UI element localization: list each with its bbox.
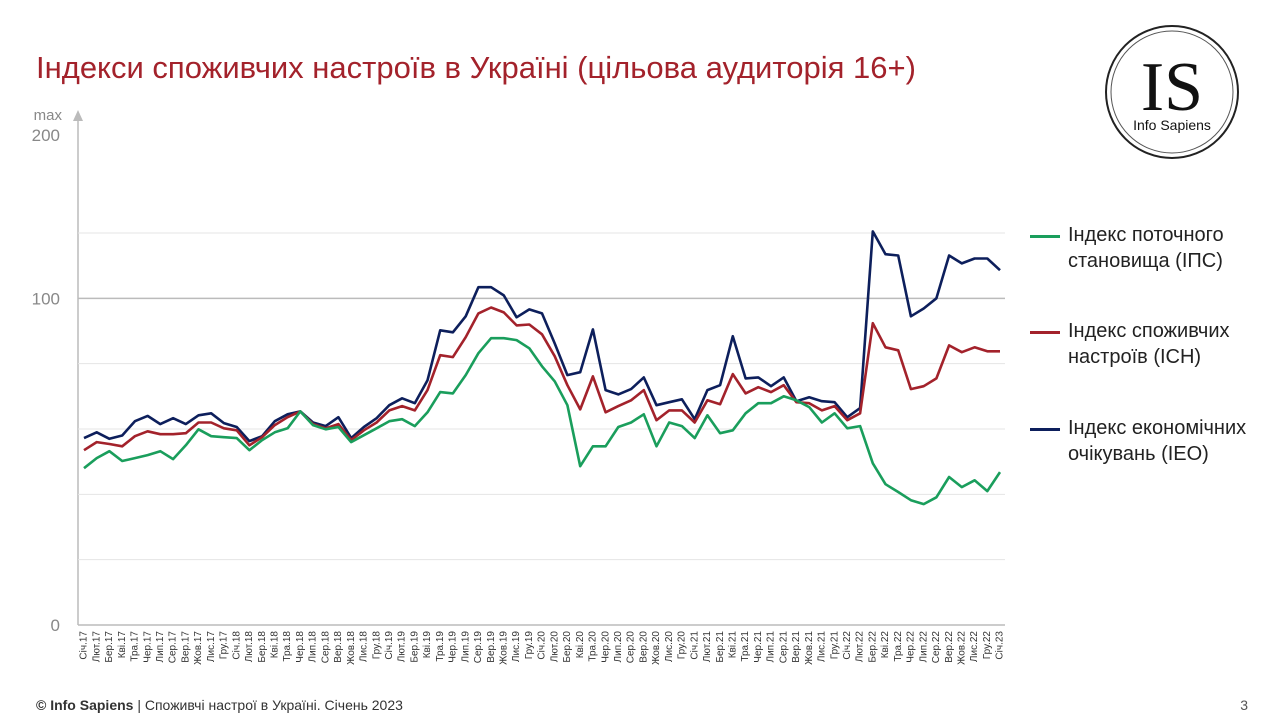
x-tick-label: Гру.17	[219, 631, 230, 660]
x-tick-label: Бер.19	[409, 631, 420, 663]
x-tick-label: Лип.18	[308, 631, 319, 663]
x-tick-label: Лис.22	[969, 631, 980, 662]
x-tick-label: Січ.22	[842, 631, 853, 660]
x-tick-label: Лют.18	[244, 631, 255, 663]
x-tick-label: Січ.20	[537, 631, 548, 660]
x-tick-label: Сер.22	[931, 631, 942, 664]
x-tick-label: Вер.19	[486, 631, 497, 663]
logo-ring	[1110, 30, 1234, 154]
x-tick-label: Січ.23	[995, 631, 1006, 660]
x-tick-label: Бер.20	[562, 631, 573, 663]
x-tick-label: Гру.22	[982, 631, 993, 660]
footer: © Info Sapiens | Споживчі настрої в Укра…	[36, 697, 403, 713]
x-tick-label: Кві.20	[575, 631, 586, 659]
x-tick-label: Тра.17	[130, 631, 141, 662]
x-tick-label: Лис.18	[359, 631, 370, 662]
x-tick-label: Січ.17	[79, 631, 90, 660]
y-tick-label: 100	[32, 289, 60, 308]
x-tick-label: Лис.20	[664, 631, 675, 662]
x-tick-label: Лют.22	[855, 631, 866, 663]
legend-label: Індекс споживчих настроїв (ІСН)	[1068, 320, 1230, 368]
x-tick-label: Лис.19	[511, 631, 522, 662]
x-tick-label: Жов.19	[498, 631, 509, 665]
series-line	[83, 230, 1001, 443]
x-tick-label: Жов.22	[956, 631, 967, 665]
x-tick-label: Тра.18	[282, 631, 293, 662]
x-tick-label: Чер.18	[295, 631, 306, 663]
legend-swatch	[1030, 331, 1060, 334]
x-tick-label: Лип.21	[766, 631, 777, 663]
x-tick-label: Лип.19	[460, 631, 471, 663]
x-tick-label: Гру.21	[829, 631, 840, 660]
x-tick-label: Чер.21	[753, 631, 764, 663]
x-tick-label: Лют.20	[549, 631, 560, 663]
x-tick-label: Бер.21	[715, 631, 726, 663]
x-tick-label: Кві.18	[269, 631, 280, 659]
series-line	[83, 306, 1000, 452]
x-tick-label: Лип.22	[918, 631, 929, 663]
x-tick-label: Чер.20	[600, 631, 611, 663]
x-tick-label: Лис.17	[206, 631, 217, 662]
x-tick-label: Жов.17	[193, 631, 204, 665]
legend-swatch	[1030, 235, 1060, 238]
x-tick-label: Сер.19	[473, 631, 484, 664]
legend-label: Індекс економічних очікувань (ІЕО)	[1068, 417, 1247, 465]
x-tick-label: Лют.17	[91, 631, 102, 663]
x-tick-label: Гру.19	[524, 631, 535, 660]
x-tick-label: Січ.19	[384, 631, 395, 660]
x-tick-label: Гру.20	[677, 631, 688, 660]
y-max-label: max	[34, 107, 63, 124]
x-tick-label: Бер.17	[104, 631, 115, 663]
x-tick-label: Вер.18	[333, 631, 344, 663]
x-tick-label: Чер.19	[448, 631, 459, 663]
x-tick-label: Тра.20	[588, 631, 599, 662]
legend-label: Індекс поточного становища (ІПС)	[1068, 224, 1224, 272]
logo-mark: IS	[1141, 49, 1203, 126]
x-tick-label: Сер.17	[168, 631, 179, 664]
x-tick-label: Вер.22	[944, 631, 955, 663]
y-tick-label: 0	[51, 616, 60, 635]
y-max-value: 200	[32, 126, 60, 145]
legend-swatch	[1030, 428, 1060, 431]
x-tick-label: Тра.22	[893, 631, 904, 662]
x-tick-label: Жов.18	[346, 631, 357, 665]
x-tick-label: Чер.17	[142, 631, 153, 663]
footer-text: | Споживчі настрої в Україні. Січень 202…	[133, 697, 403, 713]
page-number: 3	[1240, 697, 1248, 713]
x-tick-label: Лют.19	[397, 631, 408, 663]
x-tick-label: Сер.21	[778, 631, 789, 664]
logo-ring	[1105, 25, 1239, 159]
x-tick-label: Кві.22	[880, 631, 891, 659]
x-tick-label: Січ.18	[231, 631, 242, 660]
x-tick-label: Лис.21	[817, 631, 828, 662]
footer-brand: © Info Sapiens	[36, 697, 134, 713]
x-tick-label: Кві.17	[117, 631, 128, 659]
x-tick-label: Бер.22	[867, 631, 878, 663]
x-tick-label: Січ.21	[689, 631, 700, 660]
x-tick-label: Вер.20	[638, 631, 649, 663]
x-tick-label: Вер.17	[180, 631, 191, 663]
axis-arrow	[73, 110, 83, 121]
logo-name: Info Sapiens	[1133, 117, 1211, 133]
x-tick-label: Жов.21	[804, 631, 815, 665]
x-tick-label: Лип.20	[613, 631, 624, 663]
x-tick-label: Гру.18	[371, 631, 382, 660]
x-tick-label: Лип.17	[155, 631, 166, 663]
x-tick-label: Лют.21	[702, 631, 713, 663]
x-tick-label: Тра.21	[740, 631, 751, 662]
x-tick-label: Сер.18	[320, 631, 331, 664]
x-tick-label: Вер.21	[791, 631, 802, 663]
x-tick-label: Кві.19	[422, 631, 433, 659]
x-tick-label: Бер.18	[257, 631, 268, 663]
x-tick-label: Чер.22	[906, 631, 917, 663]
chart-title: Індекси споживчих настроїв в Україні (ці…	[36, 50, 916, 85]
x-tick-label: Тра.19	[435, 631, 446, 662]
series-line	[83, 336, 1002, 506]
x-tick-label: Сер.20	[626, 631, 637, 664]
x-tick-label: Кві.21	[727, 631, 738, 659]
x-tick-label: Жов.20	[651, 631, 662, 665]
